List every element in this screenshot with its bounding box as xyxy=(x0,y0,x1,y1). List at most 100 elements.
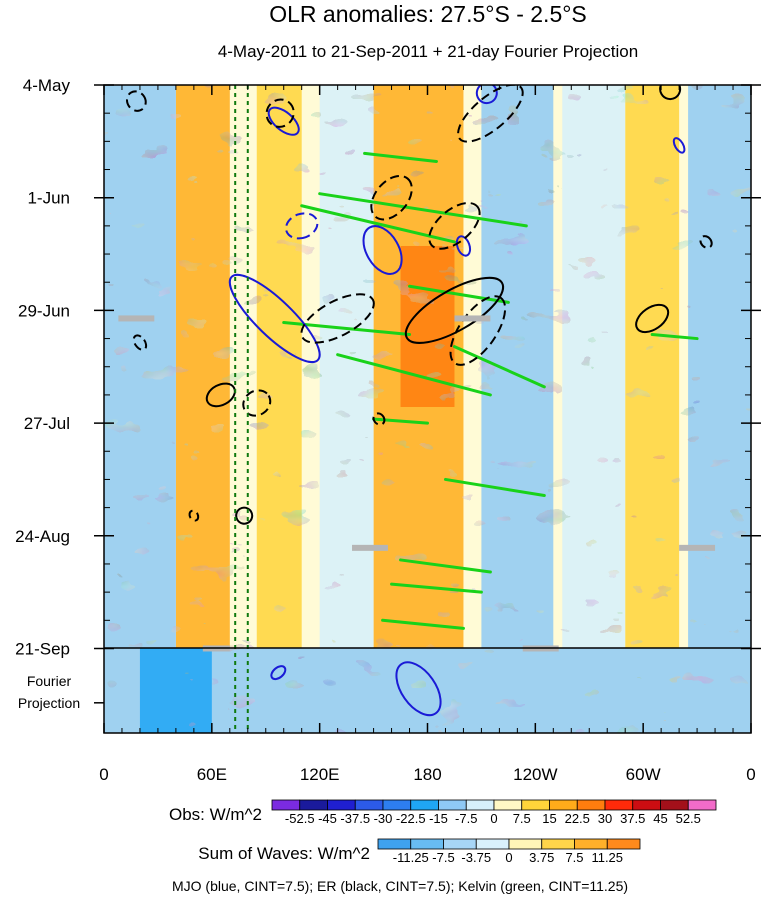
colorbar-swatch xyxy=(576,799,606,811)
colorbar-swatch xyxy=(606,838,641,850)
kelvin-contour xyxy=(372,417,429,425)
colorbar-swatch xyxy=(475,838,510,850)
colorbar-level-label: -15 xyxy=(429,811,448,826)
colorbar-level-label: 22.5 xyxy=(565,811,590,826)
colorbar-swatch xyxy=(377,838,412,850)
colorbar-swatch xyxy=(493,799,523,811)
colorbar-swatch xyxy=(604,799,634,811)
colorbar-swatch xyxy=(549,799,578,811)
er-contour xyxy=(370,174,413,221)
kelvin-contours xyxy=(282,151,699,630)
er-contour xyxy=(635,303,670,334)
mjo-contour xyxy=(395,661,442,717)
kelvin-contour xyxy=(363,151,438,163)
kelvin-contour xyxy=(452,345,546,389)
colorbar-swatch xyxy=(508,838,543,850)
missing-patch xyxy=(454,315,491,322)
er-contour xyxy=(659,85,682,101)
kelvin-contour xyxy=(443,477,546,498)
colorbar-level-label: -22.5 xyxy=(396,811,426,826)
mjo-contour xyxy=(228,273,321,364)
y-tick-label: 29-Jun xyxy=(18,301,70,320)
kelvin-contour xyxy=(408,284,510,304)
colorbar-level-label: 11.25 xyxy=(591,850,623,865)
mjo-contour xyxy=(672,137,686,154)
colorbar-level-label: 7.5 xyxy=(513,811,531,826)
er-contour xyxy=(265,98,295,128)
colorbar-swatch xyxy=(354,799,384,811)
colorbar-swatch xyxy=(465,799,495,811)
colorbar-swatch xyxy=(541,838,575,850)
x-axis: 0 60E 120E 180 120W 60W 0 xyxy=(99,85,756,784)
er-contour xyxy=(125,90,147,112)
obs-colorbar-label: Obs: W/m^2 xyxy=(169,805,262,824)
colorbar-swatch xyxy=(687,799,717,811)
kelvin-contour xyxy=(336,353,492,397)
chart-subtitle: 4-May-2011 to 21-Sep-2011 + 21-day Fouri… xyxy=(218,42,638,61)
missing-patch xyxy=(679,544,716,551)
colorbar-level-label: -3.75 xyxy=(461,850,491,865)
mjo-contour xyxy=(455,235,472,257)
colorbar-level-label: -37.5 xyxy=(340,811,370,826)
colorbar-swatch xyxy=(410,838,444,850)
x-tick-label: 60E xyxy=(197,765,227,784)
colorbar-level-label: -30 xyxy=(374,811,393,826)
anomaly-texture xyxy=(104,85,751,733)
chart-title: OLR anomalies: 27.5°S - 2.5°S xyxy=(269,1,587,27)
mjo-contour xyxy=(475,85,498,105)
colorbar-swatch xyxy=(632,799,661,811)
colorbar-level-label: 0 xyxy=(490,811,497,826)
mjo-contour xyxy=(267,106,300,136)
contour-note: MJO (blue, CINT=7.5); ER (black, CINT=7.… xyxy=(172,878,628,894)
x-tick-label: 120E xyxy=(300,765,340,784)
colorbar-level-label: 3.75 xyxy=(529,850,554,865)
colorbar-level-label: -7.5 xyxy=(455,811,477,826)
kelvin-contour xyxy=(390,582,483,594)
obs-colorbar: -52.5 -45 -37.5 -30 -22.5 -15 -7.5 0 7.5 15 22.5 30… xyxy=(271,799,717,826)
er-contour xyxy=(699,235,713,249)
colorbar-level-label: -7.5 xyxy=(432,850,454,865)
waves-colorbar: -11.25 -7.5 -3.75 0 3.75 7.5 11.25 xyxy=(377,838,641,865)
mjo-contour xyxy=(285,212,319,240)
colorbar-swatch xyxy=(299,799,328,811)
kelvin-contour xyxy=(381,618,465,630)
colorbar-level-label: 52.5 xyxy=(676,811,701,826)
projection-label-line1: Fourier xyxy=(27,673,72,689)
er-contour xyxy=(188,509,200,522)
y-tick-label: 21-Sep xyxy=(15,639,70,658)
colorbar-level-label: -45 xyxy=(318,811,337,826)
er-contour xyxy=(242,389,272,417)
er-contour xyxy=(428,202,481,250)
kelvin-contour xyxy=(318,192,528,228)
er-contour xyxy=(457,85,524,143)
colorbar-swatch xyxy=(574,838,608,850)
plot-area xyxy=(104,85,751,733)
er-contour xyxy=(205,382,236,408)
colorbar-level-label: 37.5 xyxy=(620,811,645,826)
reference-longitude-lines xyxy=(234,85,249,733)
colorbar-level-label: -11.25 xyxy=(393,850,429,865)
x-tick-label: 0 xyxy=(99,765,108,784)
y-axis: 4-May 1-Jun 29-Jun 27-Jul 24-Aug 21-Sep xyxy=(15,76,761,704)
kelvin-contour xyxy=(650,333,699,341)
er-contour xyxy=(235,506,254,525)
waves-colorbar-label: Sum of Waves: W/m^2 xyxy=(198,844,370,863)
er-contour xyxy=(300,293,375,344)
y-tick-label: 24-Aug xyxy=(15,527,70,546)
colorbar-level-label: 7.5 xyxy=(565,850,583,865)
y-tick-label: 27-Jul xyxy=(24,414,70,433)
colorbar-swatch xyxy=(443,838,477,850)
colorbar-level-label: 15 xyxy=(542,811,556,826)
er-contours xyxy=(125,85,713,525)
colorbar-level-label: 0 xyxy=(505,850,512,865)
colorbar-level-label: -52.5 xyxy=(285,811,315,826)
x-tick-label: 180 xyxy=(413,765,441,784)
x-tick-label: 120W xyxy=(513,765,557,784)
colorbar-swatch xyxy=(521,799,550,811)
kelvin-contour xyxy=(300,204,456,244)
anomaly-bands xyxy=(104,85,751,733)
mjo-contours xyxy=(228,85,686,717)
kelvin-contour xyxy=(399,558,492,574)
missing-patch xyxy=(118,315,155,322)
